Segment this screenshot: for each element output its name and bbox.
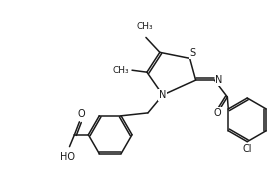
- Text: Cl: Cl: [242, 144, 252, 154]
- Text: O: O: [78, 109, 85, 119]
- Text: CH₃: CH₃: [112, 66, 129, 75]
- Text: O: O: [213, 108, 221, 118]
- Text: CH₃: CH₃: [136, 22, 153, 31]
- Text: N: N: [215, 75, 223, 85]
- Text: HO: HO: [60, 152, 75, 162]
- Text: N: N: [159, 90, 167, 100]
- Text: S: S: [189, 48, 196, 58]
